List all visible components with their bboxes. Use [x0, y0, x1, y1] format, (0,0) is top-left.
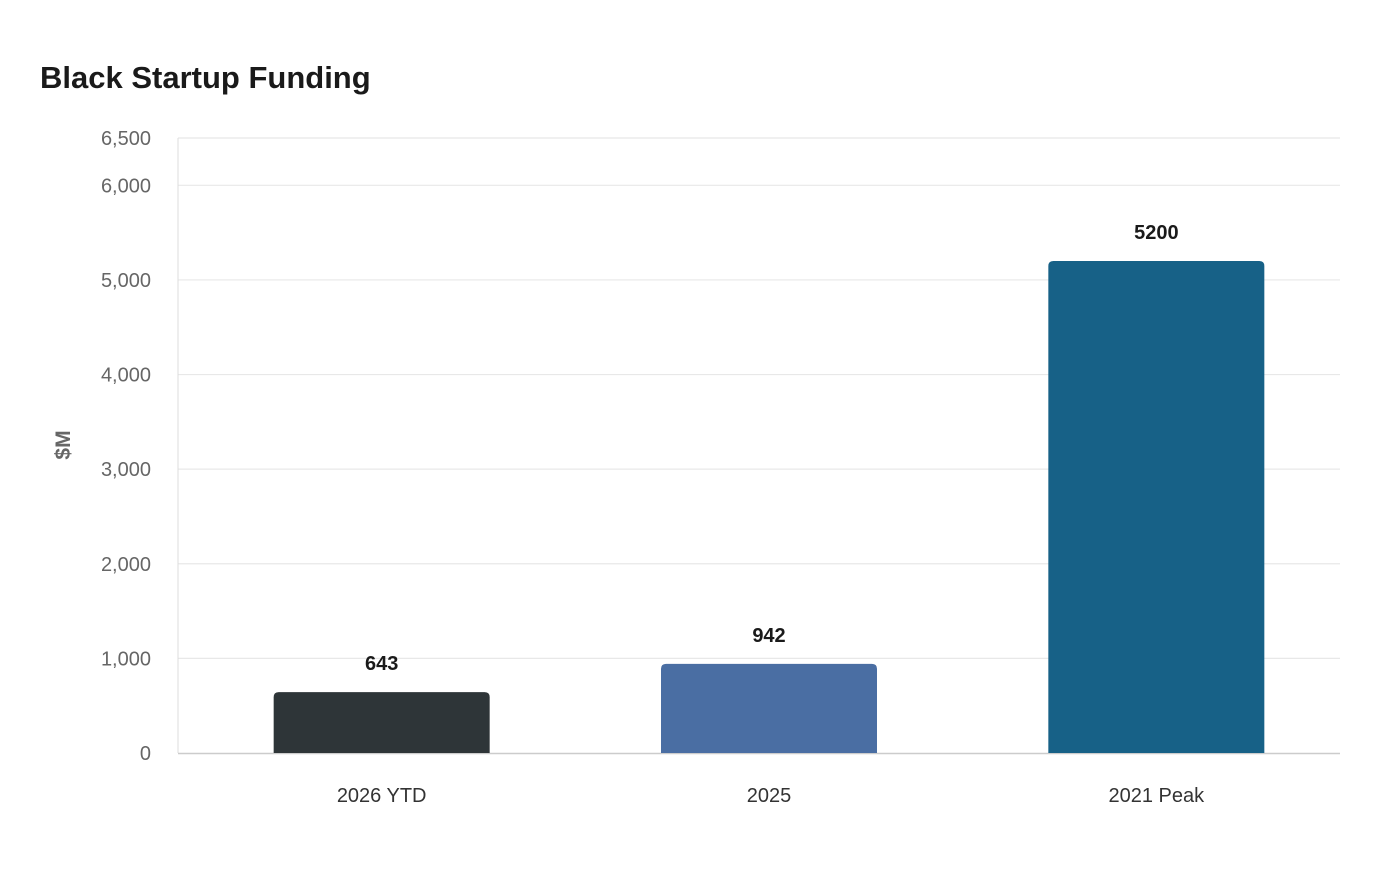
grid-lines [178, 137, 1340, 659]
y-tick-label: 0 [140, 743, 151, 765]
y-tick-label: 3,000 [101, 459, 151, 481]
bar-2 [661, 663, 877, 753]
y-tick-label: 2,000 [101, 554, 151, 576]
chart-title: Black Startup Funding [40, 60, 371, 95]
bar-1 [273, 692, 490, 753]
y-tick-label: 6,500 [101, 128, 151, 150]
value-label-1: 643 [365, 653, 398, 675]
category-label-1: 2026 YTD [337, 785, 427, 807]
y-axis-tick-labels: 0 1,000 2,000 3,000 4,000 5,000 6,000 6,500 [101, 128, 151, 765]
value-labels: 643 942 5200 [365, 222, 1179, 675]
y-tick-label: 1,000 [101, 648, 151, 670]
y-tick-label: 4,000 [101, 365, 151, 387]
y-axis-title: $M [52, 430, 75, 459]
category-label-2: 2025 [747, 785, 792, 807]
y-tick-label: 6,000 [101, 175, 151, 197]
bars [273, 261, 1265, 753]
bar-3 [1048, 261, 1265, 753]
value-label-2: 942 [752, 625, 785, 647]
y-tick-label: 5,000 [101, 270, 151, 292]
category-label-3: 2021 Peak [1109, 785, 1206, 807]
x-axis-category-labels: 2026 YTD 2025 2021 Peak [337, 785, 1205, 807]
value-label-3: 5200 [1134, 222, 1179, 244]
